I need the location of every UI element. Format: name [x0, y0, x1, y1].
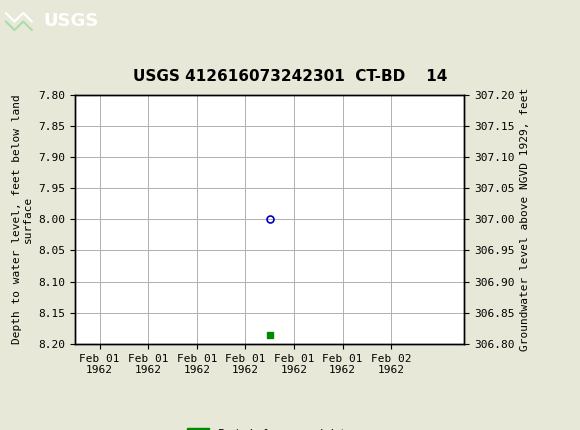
- Text: USGS 412616073242301  CT-BD    14: USGS 412616073242301 CT-BD 14: [133, 69, 447, 84]
- Text: USGS: USGS: [44, 12, 99, 31]
- Y-axis label: Groundwater level above NGVD 1929, feet: Groundwater level above NGVD 1929, feet: [520, 88, 530, 351]
- Y-axis label: Depth to water level, feet below land
surface: Depth to water level, feet below land su…: [12, 95, 33, 344]
- Legend: Period of approved data: Period of approved data: [183, 424, 357, 430]
